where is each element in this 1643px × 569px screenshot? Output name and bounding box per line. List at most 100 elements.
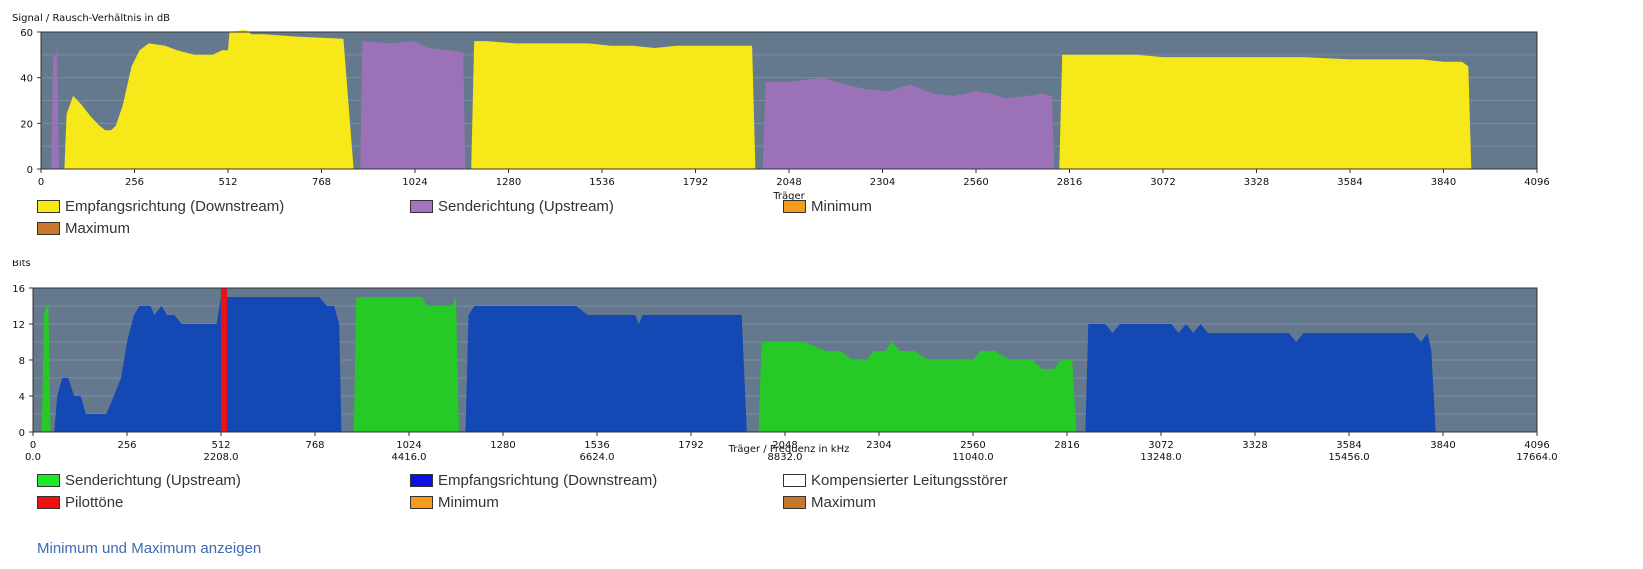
x-tick-label: 2304 [866, 440, 891, 451]
x-tick-khz-label: 4416.0 [392, 452, 427, 460]
legend-swatch-blue [410, 473, 433, 487]
legend-snr-maximum[interactable]: Maximum [37, 218, 130, 238]
x-tick-label: 0 [30, 440, 36, 451]
bits-chart-xlabel: Träger / Frequenz in kHz [728, 444, 850, 455]
y-tick-label: 0 [27, 165, 33, 176]
series-area [353, 297, 459, 432]
x-tick-label: 2048 [776, 177, 801, 188]
x-tick-khz-label: 8832.0 [768, 452, 803, 460]
x-tick-label: 1024 [402, 177, 427, 188]
legend-swatch-yellow [37, 199, 60, 213]
x-tick-label: 1536 [584, 440, 609, 451]
series-area [762, 77, 1055, 169]
y-tick-label: 12 [12, 320, 25, 331]
x-tick-label: 2304 [870, 177, 895, 188]
legend-bits-maximum[interactable]: Maximum [783, 492, 876, 512]
x-tick-label: 1536 [589, 177, 614, 188]
x-tick-label: 4096 [1524, 177, 1549, 188]
snr-chart: Signal / Rausch-Verhältnis in dB 0 20 40 60… [12, 13, 1550, 200]
legend-label: Minimum [811, 197, 872, 215]
snr-chart-title: Signal / Rausch-Verhältnis in dB [12, 13, 170, 24]
x-tick-label: 3840 [1431, 177, 1456, 188]
series-area [51, 50, 59, 169]
x-tick-label: 2048 [772, 440, 797, 451]
legend-label: Senderichtung (Upstream) [438, 197, 614, 215]
x-tick-label: 3584 [1336, 440, 1361, 451]
series-area [64, 29, 354, 170]
series-area [1085, 324, 1436, 432]
legend-label: Minimum [438, 493, 499, 511]
x-tick-label: 4096 [1524, 440, 1549, 451]
x-tick-label: 1024 [396, 440, 421, 451]
y-tick-label: 0 [19, 428, 25, 439]
y-tick-label: 40 [20, 74, 33, 85]
x-tick-label: 1280 [490, 440, 515, 451]
legend-label: Kompensierter Leitungsstörer [811, 471, 1008, 489]
legend-bits-compensated[interactable]: Kompensierter Leitungsstörer [783, 470, 1008, 490]
y-tick-label: 8 [19, 356, 25, 367]
x-tick-khz-label: 6624.0 [580, 452, 615, 460]
series-area [54, 297, 342, 432]
pilot-tone-bar [220, 288, 227, 432]
legend-label: Empfangsrichtung (Downstream) [65, 197, 285, 215]
x-tick-label: 1280 [496, 177, 521, 188]
x-tick-label: 256 [125, 177, 144, 188]
series-area [360, 41, 466, 169]
x-tick-khz-label: 13248.0 [1140, 452, 1181, 460]
legend-snr-downstream[interactable]: Empfangsrichtung (Downstream) [37, 196, 284, 216]
x-tick-khz-label: 0.0 [25, 452, 41, 460]
x-tick-label: 1792 [683, 177, 708, 188]
y-tick-label: 60 [20, 28, 33, 39]
y-tick-label: 16 [12, 284, 25, 295]
series-area [465, 306, 747, 432]
x-tick-label: 768 [312, 177, 331, 188]
legend-swatch-orange [783, 199, 806, 213]
legend-swatch-red [37, 495, 60, 509]
y-tick-label: 4 [19, 392, 25, 403]
legend-bits-minimum[interactable]: Minimum [410, 492, 499, 512]
legend-bits-pilot[interactable]: Pilottöne [37, 492, 123, 512]
x-tick-label: 768 [305, 440, 324, 451]
x-tick-label: 2816 [1057, 177, 1082, 188]
legend-bits-upstream[interactable]: Senderichtung (Upstream) [37, 470, 241, 490]
bits-chart-title: Bits [12, 260, 31, 269]
x-tick-label: 512 [211, 440, 230, 451]
x-tick-label: 3328 [1242, 440, 1267, 451]
x-tick-label: 512 [218, 177, 237, 188]
series-area [758, 342, 1077, 432]
legend-swatch-purple [410, 199, 433, 213]
legend-label: Maximum [811, 493, 877, 511]
x-tick-label: 1792 [678, 440, 703, 451]
x-tick-khz-label: 2208.0 [204, 452, 239, 460]
legend-label: Senderichtung (Upstream) [65, 471, 241, 489]
legend-label: Empfangsrichtung (Downstream) [438, 471, 658, 489]
legend-swatch-green [37, 473, 60, 487]
x-tick-label: 256 [117, 440, 136, 451]
series-area [41, 306, 51, 432]
legend-swatch-white [783, 473, 806, 487]
legend-swatch-brown [783, 495, 806, 509]
legend-swatch-orange [410, 495, 433, 509]
legend-swatch-brown [37, 221, 60, 235]
series-area [1059, 54, 1472, 169]
x-tick-label: 2560 [960, 440, 985, 451]
x-tick-khz-label: 11040.0 [952, 452, 993, 460]
x-tick-label: 3840 [1430, 440, 1455, 451]
x-tick-label: 2560 [963, 177, 988, 188]
legend-label: Maximum [65, 219, 131, 237]
x-tick-label: 3584 [1337, 177, 1362, 188]
x-tick-khz-label: 17664.0 [1516, 452, 1557, 460]
x-tick-khz-label: 15456.0 [1328, 452, 1369, 460]
legend-label: Pilottöne [65, 493, 124, 511]
x-tick-label: 2816 [1054, 440, 1079, 451]
show-min-max-link[interactable]: Minimum und Maximum anzeigen [37, 540, 262, 557]
x-tick-label: 3072 [1148, 440, 1173, 451]
legend-snr-minimum[interactable]: Minimum [783, 196, 872, 216]
legend-snr-upstream[interactable]: Senderichtung (Upstream) [410, 196, 614, 216]
legend-bits-downstream[interactable]: Empfangsrichtung (Downstream) [410, 470, 657, 490]
x-tick-label: 0 [38, 177, 44, 188]
series-area [471, 41, 756, 169]
x-tick-label: 3328 [1244, 177, 1269, 188]
snr-chart-xlabel: Träger [772, 191, 805, 200]
